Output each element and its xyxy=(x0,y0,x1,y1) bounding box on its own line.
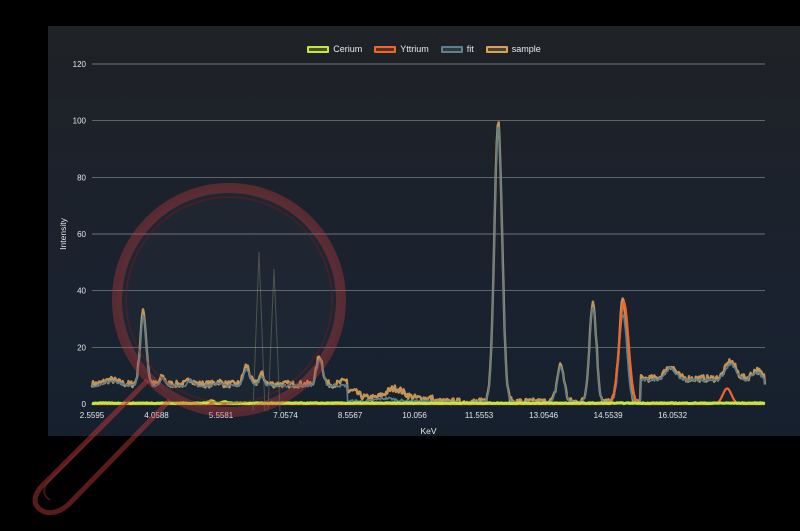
legend-swatch-cerium xyxy=(307,45,330,53)
legend-item-yttrium[interactable]: Yttrium xyxy=(374,44,429,54)
x-tick-label: 8.5567 xyxy=(338,411,363,420)
x-tick-label: 5.5581 xyxy=(209,411,234,420)
x-axis-label: KeV xyxy=(420,426,436,436)
legend: Cerium Yttrium fit sample xyxy=(48,44,800,54)
y-tick-label: 80 xyxy=(77,173,86,182)
x-tick-label: 7.0574 xyxy=(273,411,298,420)
series-line-cerium xyxy=(91,399,766,406)
y-axis-label: Intensity xyxy=(58,217,68,249)
legend-swatch-sample xyxy=(485,45,508,53)
legend-label-fit: fit xyxy=(466,44,474,54)
legend-item-cerium[interactable]: Cerium xyxy=(307,44,362,54)
x-tick-label: 10.056 xyxy=(402,411,427,420)
legend-label-cerium: Cerium xyxy=(333,44,363,54)
legend-label-sample: sample xyxy=(511,44,541,54)
y-tick-label: 120 xyxy=(73,60,87,69)
legend-label-yttrium: Yttrium xyxy=(400,44,429,54)
spectrum-plot: 0 20 40 60 80 100 120 2.5595 4.0588 5.5581 7.0574 8… xyxy=(58,60,767,436)
x-tick-label: 2.5595 xyxy=(80,411,105,420)
legend-swatch-fit xyxy=(440,45,463,53)
x-tick-label: 13.0546 xyxy=(529,411,558,420)
y-tick-label: 60 xyxy=(77,230,86,239)
legend-item-sample[interactable]: sample xyxy=(485,44,541,54)
x-tick-label: 14.5539 xyxy=(594,411,623,420)
lens-ghost-peak xyxy=(252,251,266,412)
series-line-yttrium xyxy=(91,301,766,406)
x-tick-label: 16.0532 xyxy=(658,411,687,420)
y-tick-label: 40 xyxy=(77,287,86,296)
legend-item-fit[interactable]: fit xyxy=(440,44,474,54)
y-tick-label: 0 xyxy=(82,400,87,409)
legend-swatch-yttrium xyxy=(374,45,397,53)
y-tick-label: 100 xyxy=(73,117,87,126)
series-line-sample xyxy=(90,121,767,406)
y-tick-label: 20 xyxy=(77,343,86,352)
series-line-fit xyxy=(91,126,766,405)
chart-panel: 0 20 40 60 80 100 120 2.5595 4.0588 5.5581 7.0574 8… xyxy=(48,26,800,436)
lens-ghost-peak xyxy=(267,268,281,412)
x-tick-label: 4.0588 xyxy=(144,411,169,420)
x-tick-label: 11.5553 xyxy=(465,411,494,420)
